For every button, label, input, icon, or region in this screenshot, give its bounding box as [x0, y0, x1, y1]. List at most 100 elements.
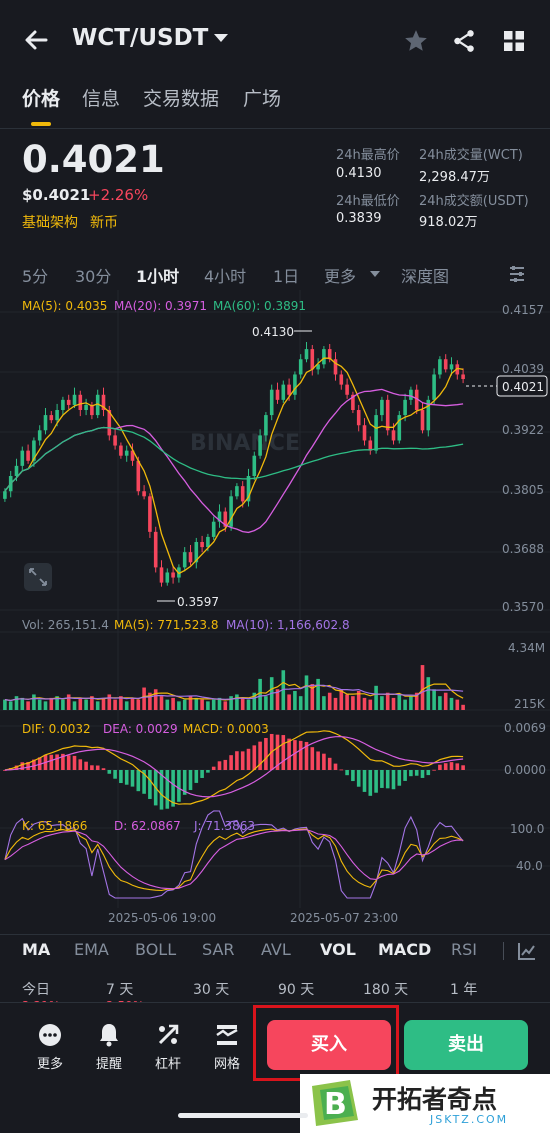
tag-infrastructure[interactable]: 基础架构: [22, 215, 78, 231]
more-label[interactable]: 更多: [36, 1057, 63, 1072]
volume-bar: [322, 696, 326, 710]
macd-bar: [124, 770, 129, 785]
leverage-label[interactable]: 杠杆: [154, 1057, 181, 1072]
indicator-avl[interactable]: AVL: [261, 940, 291, 959]
site-domain: JSKTZ.COM: [430, 1113, 509, 1126]
candle-body: [403, 399, 407, 416]
macd-bar: [449, 762, 454, 770]
d-legend: D: 62.0867: [114, 819, 181, 833]
candle-body: [206, 536, 210, 548]
main-tabs: 价格 信息 交易数据 广场: [0, 84, 550, 124]
macd-bar: [211, 766, 216, 770]
macd-axis-label: 0.0069: [504, 721, 546, 735]
indicator-ma[interactable]: MA: [22, 940, 51, 959]
interval-30m[interactable]: 30分: [75, 267, 112, 286]
caret-down-icon[interactable]: [214, 34, 228, 42]
grid-trade-label[interactable]: 网格: [213, 1057, 240, 1072]
macd-axis-label: 0.0000: [504, 763, 546, 777]
tag-new-coin[interactable]: 新币: [90, 215, 118, 231]
indicator-settings-icon[interactable]: [517, 941, 537, 961]
buy-button[interactable]: 买入: [267, 1020, 391, 1070]
price-chart[interactable]: BINANCE 0.4157 0.4039 0.3922 0.3805 0.36…: [0, 290, 550, 930]
fullscreen-icon[interactable]: [24, 563, 52, 591]
macd-bar: [182, 770, 187, 795]
macd-bar: [20, 762, 25, 770]
macd-bar: [229, 755, 233, 770]
macd-bar: [443, 763, 448, 770]
d-line: [4, 829, 464, 890]
volume-bar: [3, 699, 7, 710]
indicator-rsi[interactable]: RSI: [451, 940, 477, 959]
j-legend: J: 71.3863: [194, 819, 256, 833]
vol-ma10-legend: MA(10): 1,166,602.8: [226, 618, 350, 632]
chart-settings-icon[interactable]: [508, 265, 526, 283]
macd-bar: [368, 770, 373, 796]
candle-body: [345, 384, 349, 395]
interval-1d[interactable]: 1日: [273, 267, 300, 286]
divider: [503, 942, 504, 960]
ma60-legend: MA(60): 0.3891: [213, 299, 307, 313]
alert-label[interactable]: 提醒: [95, 1057, 122, 1072]
bell-icon[interactable]: [97, 1022, 121, 1048]
candle-body: [264, 415, 268, 436]
back-arrow-icon[interactable]: [20, 24, 52, 56]
interval-more[interactable]: 更多: [324, 267, 357, 286]
dea-line: [4, 735, 464, 798]
grid-trade-icon[interactable]: [215, 1023, 239, 1047]
volume-bar: [316, 678, 320, 710]
macd-bar: [304, 741, 309, 770]
candle-body: [3, 491, 7, 499]
pair-title[interactable]: WCT/USDT: [72, 25, 209, 51]
macd-bar: [217, 761, 222, 770]
indicator-macd[interactable]: MACD: [378, 940, 432, 959]
macd-bar: [432, 769, 436, 771]
macd-bar: [420, 770, 425, 778]
candle-body: [438, 359, 442, 375]
share-icon[interactable]: [451, 28, 477, 54]
macd-bar: [159, 770, 164, 810]
candle-body: [258, 435, 262, 456]
tab-price[interactable]: 价格: [22, 88, 61, 110]
tab-info[interactable]: 信息: [82, 88, 121, 110]
macd-bar: [130, 770, 135, 787]
vol-legend: Vol: 265,151.4: [22, 618, 109, 632]
leverage-icon[interactable]: [156, 1023, 180, 1047]
candle-body: [136, 460, 141, 492]
tab-square[interactable]: 广场: [243, 88, 282, 110]
indicator-boll[interactable]: BOLL: [135, 940, 177, 959]
candle-body: [449, 364, 454, 370]
interval-4h[interactable]: 4小时: [204, 267, 247, 286]
macd-bar: [287, 738, 291, 770]
indicator-sar[interactable]: SAR: [202, 940, 235, 959]
grid-icon[interactable]: [503, 30, 525, 52]
candle-body: [293, 374, 297, 395]
candle-body: [26, 450, 30, 461]
vol-ma5-legend: MA(5): 771,523.8: [114, 618, 219, 632]
volume-bar: [229, 696, 233, 710]
macd-bar: [32, 759, 36, 770]
tab-trade-data[interactable]: 交易数据: [143, 88, 220, 110]
caret-down-icon[interactable]: [370, 271, 380, 277]
candle-body: [171, 572, 175, 578]
interval-5m[interactable]: 5分: [22, 267, 49, 286]
star-icon[interactable]: [403, 28, 429, 54]
candle-body: [432, 374, 436, 400]
volume-bar: [113, 699, 117, 710]
volume-bar: [206, 701, 210, 710]
candle-body: [443, 359, 448, 370]
price-axis-label: 0.3805: [502, 483, 544, 497]
indicator-vol[interactable]: VOL: [320, 940, 356, 959]
candle-body: [275, 389, 280, 400]
candle-body: [339, 374, 344, 385]
volume-bar: [264, 696, 268, 710]
macd-bar: [55, 754, 59, 770]
macd-bar: [252, 745, 257, 770]
indicator-ema[interactable]: EMA: [74, 940, 109, 959]
more-icon[interactable]: [38, 1023, 62, 1047]
candle-body: [153, 531, 158, 568]
interval-bar: 5分 30分 1小时 4小时 1日 更多 深度图: [0, 260, 550, 288]
k-line: [4, 828, 464, 892]
sell-button[interactable]: 卖出: [404, 1020, 528, 1070]
interval-depth[interactable]: 深度图: [401, 267, 450, 286]
interval-1h[interactable]: 1小时: [136, 267, 180, 286]
